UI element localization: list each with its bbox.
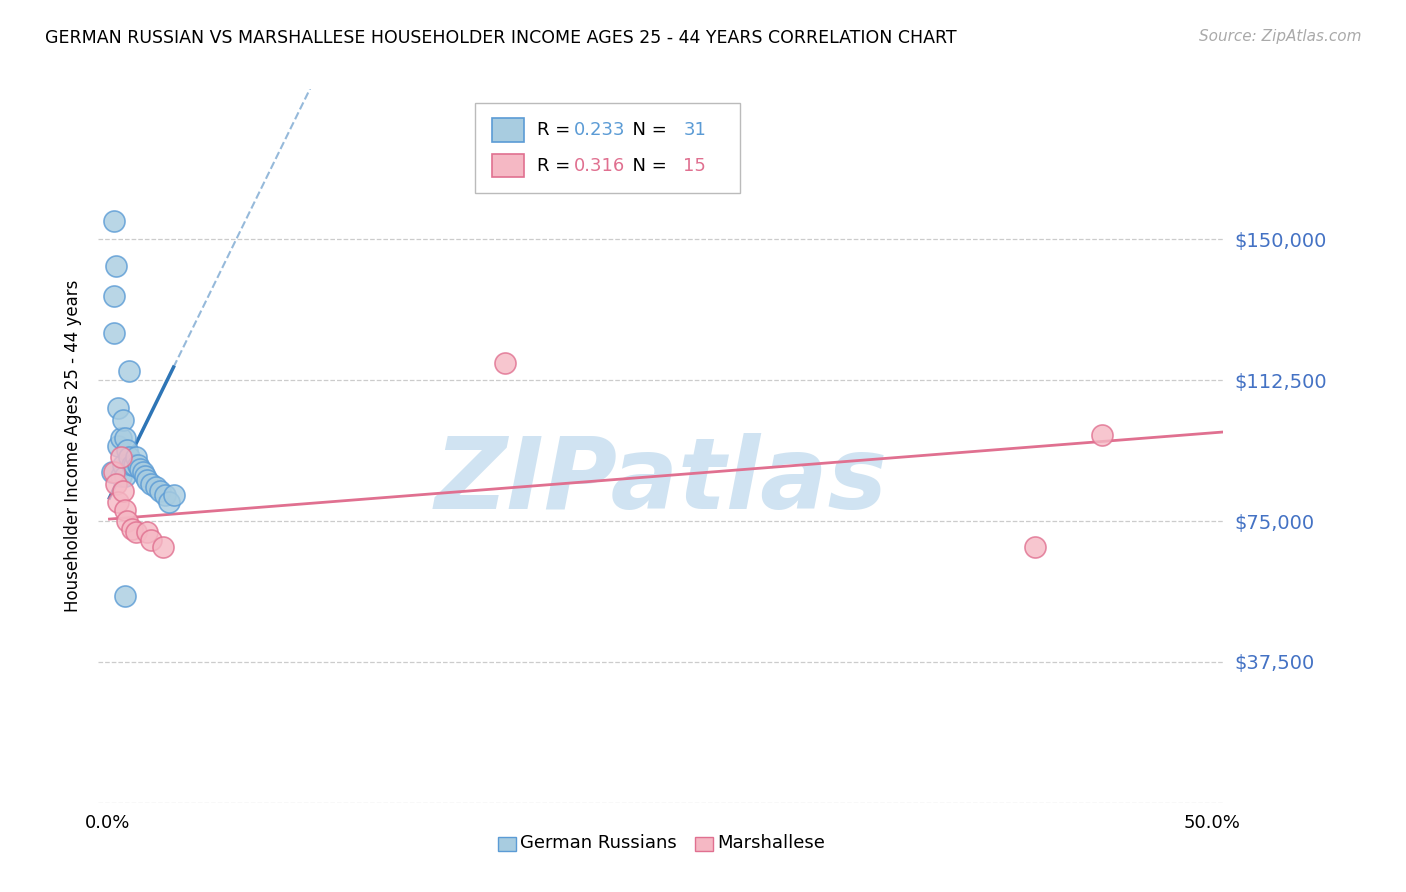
Y-axis label: Householder Income Ages 25 - 44 years: Householder Income Ages 25 - 44 years: [63, 280, 82, 612]
Text: Marshallese: Marshallese: [717, 835, 825, 853]
Point: [136, 525, 159, 540]
FancyBboxPatch shape: [475, 103, 740, 193]
Point: [131, 465, 153, 479]
FancyBboxPatch shape: [695, 837, 713, 851]
Text: German Russians: German Russians: [520, 835, 676, 853]
Point: [103, 465, 125, 479]
Point: [149, 484, 172, 499]
FancyBboxPatch shape: [492, 153, 523, 178]
Point: [145, 480, 167, 494]
Text: N =: N =: [621, 157, 673, 175]
Point: [111, 413, 134, 427]
Point: [107, 401, 129, 416]
Point: [121, 458, 143, 472]
Text: R =: R =: [537, 121, 576, 139]
Point: [105, 476, 128, 491]
Point: [141, 476, 163, 491]
Point: [103, 326, 125, 341]
Point: [114, 469, 136, 483]
Text: 31: 31: [683, 121, 706, 139]
Point: [118, 364, 141, 378]
Point: [157, 495, 180, 509]
Point: [103, 213, 125, 227]
Text: 15: 15: [683, 157, 706, 175]
FancyBboxPatch shape: [492, 118, 523, 142]
Point: [111, 458, 134, 472]
Point: [153, 488, 176, 502]
Point: [115, 514, 138, 528]
Point: [114, 432, 136, 446]
Point: [122, 458, 145, 472]
Point: [107, 495, 129, 509]
Point: [110, 450, 132, 465]
Point: [121, 522, 143, 536]
Text: N =: N =: [621, 121, 673, 139]
Point: [162, 488, 184, 502]
Point: [103, 289, 125, 303]
Point: [125, 450, 148, 465]
Point: [110, 469, 132, 483]
Point: [134, 469, 156, 483]
Text: R =: R =: [537, 157, 576, 175]
Point: [1024, 541, 1046, 555]
Point: [125, 525, 148, 540]
Point: [118, 450, 141, 465]
FancyBboxPatch shape: [498, 837, 516, 851]
Point: [129, 461, 152, 475]
Text: GERMAN RUSSIAN VS MARSHALLESE HOUSEHOLDER INCOME AGES 25 - 44 YEARS CORRELATION : GERMAN RUSSIAN VS MARSHALLESE HOUSEHOLDE…: [45, 29, 956, 46]
Point: [141, 533, 163, 547]
Point: [127, 458, 149, 472]
Point: [107, 439, 129, 453]
Point: [115, 442, 138, 457]
Point: [110, 432, 132, 446]
Text: 0.233: 0.233: [574, 121, 626, 139]
Point: [114, 503, 136, 517]
Point: [152, 541, 174, 555]
Text: 0.316: 0.316: [574, 157, 626, 175]
Point: [136, 473, 159, 487]
Point: [100, 465, 122, 479]
Point: [111, 484, 134, 499]
Point: [494, 356, 516, 370]
Text: ZIPatlas: ZIPatlas: [434, 434, 887, 530]
Point: [1091, 427, 1114, 442]
Point: [114, 589, 136, 603]
Text: Source: ZipAtlas.com: Source: ZipAtlas.com: [1198, 29, 1361, 44]
Point: [105, 259, 128, 273]
